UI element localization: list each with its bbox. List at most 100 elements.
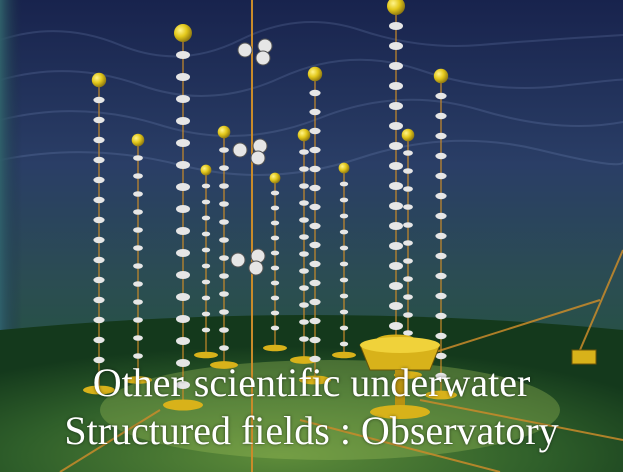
optical-module — [389, 202, 403, 210]
optical-module — [133, 353, 143, 359]
optical-module — [403, 168, 413, 174]
optical-module — [219, 219, 229, 225]
optical-module — [339, 213, 349, 219]
optical-module — [93, 136, 105, 144]
optical-module — [339, 197, 349, 203]
optical-module — [339, 309, 349, 315]
optical-module — [219, 327, 229, 333]
anchor-base — [194, 351, 218, 359]
optical-module — [176, 293, 190, 301]
optical-module — [270, 250, 280, 256]
optical-module — [270, 310, 280, 316]
sensor-cluster-module — [255, 50, 271, 66]
optical-module — [389, 302, 403, 310]
optical-module — [389, 62, 403, 70]
optical-module — [299, 149, 309, 155]
optical-module — [133, 191, 143, 197]
buoy — [387, 0, 405, 15]
optical-module — [389, 262, 403, 270]
optical-module — [219, 345, 229, 351]
optical-module — [309, 127, 321, 135]
optical-module — [309, 146, 321, 154]
optical-module — [93, 116, 105, 124]
optical-module — [309, 336, 321, 344]
caption-line-2: Structured fields : Observatory — [64, 408, 559, 453]
anchor-base — [83, 385, 115, 395]
sensor-cluster-module — [250, 150, 266, 166]
optical-module — [389, 182, 403, 190]
optical-module — [93, 276, 105, 284]
optical-module — [435, 132, 447, 140]
optical-module — [309, 203, 321, 211]
optical-module — [176, 271, 190, 279]
buoy — [269, 172, 281, 184]
optical-module — [93, 176, 105, 184]
optical-module — [133, 299, 143, 305]
buoy — [338, 162, 350, 174]
optical-module — [389, 102, 403, 110]
optical-module — [435, 232, 447, 240]
optical-module — [201, 231, 211, 237]
optical-module — [389, 222, 403, 230]
optical-module — [435, 212, 447, 220]
optical-module — [299, 302, 309, 308]
optical-module — [403, 294, 413, 300]
optical-module — [93, 256, 105, 264]
buoy — [217, 125, 231, 139]
optical-module — [219, 255, 229, 261]
optical-module — [219, 291, 229, 297]
optical-module — [309, 222, 321, 230]
buoy — [131, 133, 145, 147]
optical-module — [299, 183, 309, 189]
optical-module — [133, 245, 143, 251]
buoy — [433, 68, 449, 84]
optical-module — [299, 336, 309, 342]
optical-module — [93, 96, 105, 104]
optical-module — [299, 166, 309, 172]
optical-module — [339, 325, 349, 331]
optical-module — [435, 112, 447, 120]
optical-module — [93, 316, 105, 324]
optical-module — [201, 279, 211, 285]
optical-module — [270, 325, 280, 331]
anchor-base — [332, 351, 356, 359]
optical-module — [299, 319, 309, 325]
optical-module — [176, 117, 190, 125]
optical-module — [299, 200, 309, 206]
optical-module — [93, 236, 105, 244]
optical-module — [435, 332, 447, 340]
optical-module — [339, 245, 349, 251]
optical-module — [270, 280, 280, 286]
optical-module — [299, 251, 309, 257]
optical-module — [176, 381, 190, 389]
optical-module — [201, 247, 211, 253]
optical-module — [309, 260, 321, 268]
optical-module — [201, 263, 211, 269]
optical-module — [93, 216, 105, 224]
optical-module — [270, 265, 280, 271]
optical-module — [176, 227, 190, 235]
optical-module — [176, 73, 190, 81]
optical-module — [309, 241, 321, 249]
anchor-base — [124, 376, 152, 384]
optical-module — [299, 268, 309, 274]
anchor-base — [163, 399, 203, 411]
optical-module — [201, 199, 211, 205]
optical-module — [299, 234, 309, 240]
buoy — [307, 66, 323, 82]
optical-module — [339, 341, 349, 347]
optical-module — [201, 327, 211, 333]
optical-module — [93, 356, 105, 364]
optical-module — [403, 222, 413, 228]
optical-module — [176, 51, 190, 59]
optical-module — [309, 165, 321, 173]
optical-module — [219, 147, 229, 153]
optical-module — [176, 359, 190, 367]
optical-module — [93, 296, 105, 304]
optical-module — [270, 220, 280, 226]
optical-module — [435, 352, 447, 360]
optical-module — [299, 285, 309, 291]
optical-module — [176, 315, 190, 323]
optical-module — [176, 205, 190, 213]
optical-module — [270, 205, 280, 211]
